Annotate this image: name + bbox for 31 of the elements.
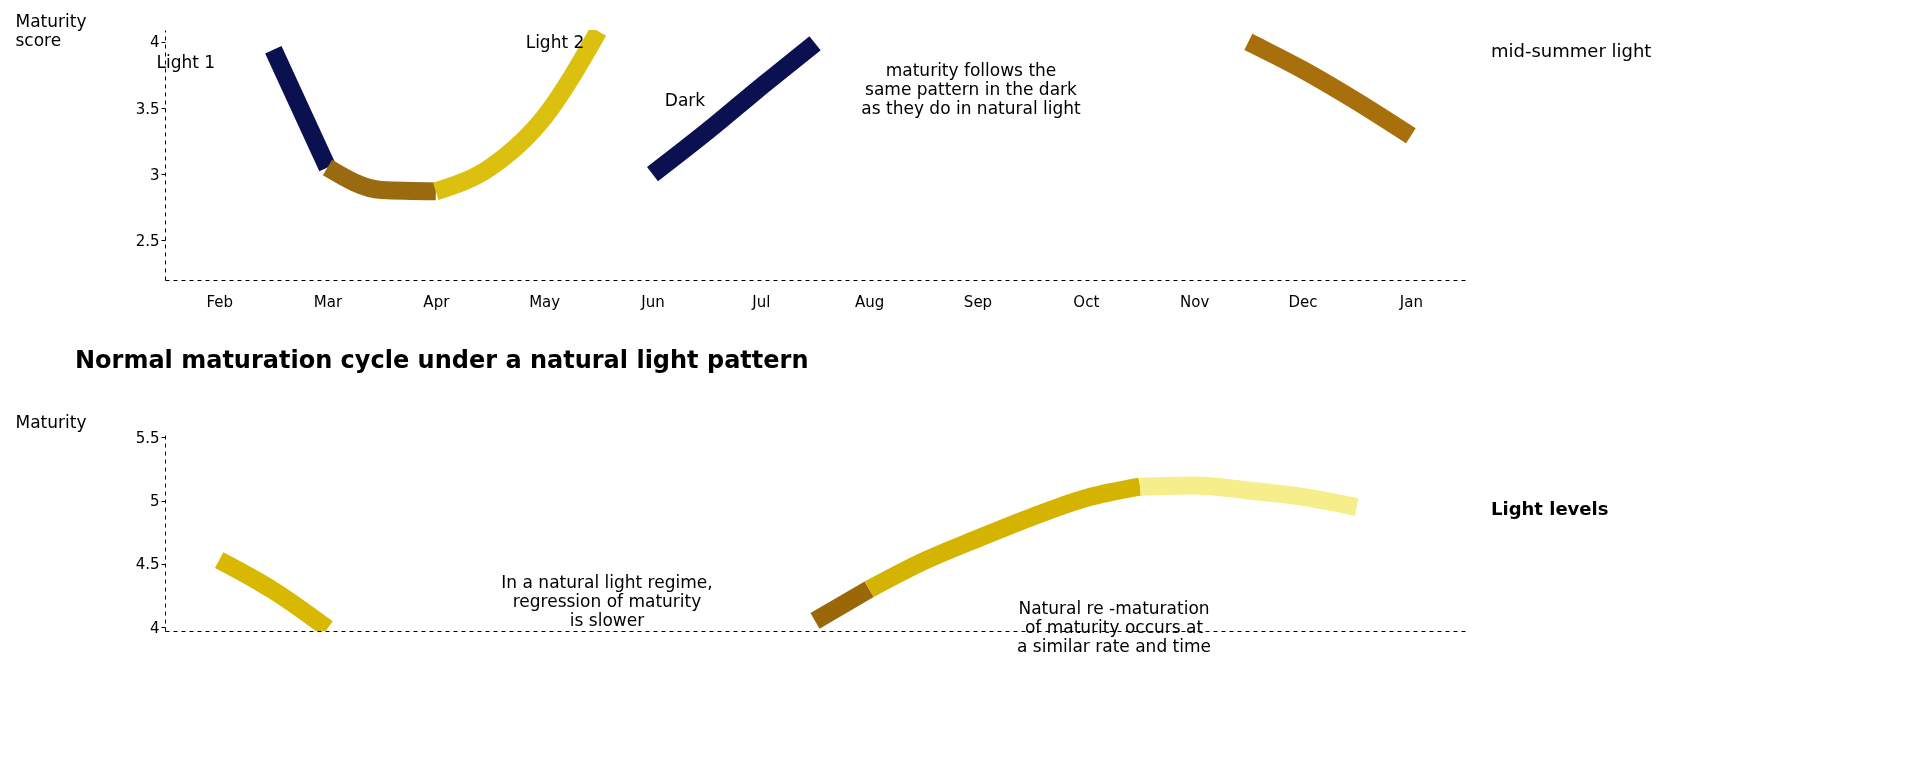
y-axis-title: Maturity [15,411,87,432]
x-tick-label: Dec [1288,292,1318,311]
x-tick-label: Oct [1073,292,1100,311]
annotation: Light 2 [525,32,585,52]
y-tick-label: 3.5 [135,99,160,118]
annotation: In a natural light regime, regression of maturity is slower [501,572,713,630]
y-tick-label: 5 [149,492,160,511]
x-tick-label: Feb [206,292,233,311]
y-tick-label: 4 [149,618,160,637]
x-tick-label: Nov [1180,292,1210,311]
x-tick-label: Aug [855,292,885,311]
text: Light levels [1491,498,1609,519]
text: mid-summer light [1491,39,1652,61]
annotation: maturity follows the same pattern in the dark as they do in natural light [861,59,1082,118]
annotation: Natural re -maturation of maturity occurs at a similar rate and time [1017,598,1211,656]
y-tick-label: 3 [149,165,160,184]
x-tick-label: Apr [423,292,451,311]
x-tick-label: May [529,292,561,311]
x-tick-label: Mar [313,292,343,311]
x-tick-label: Jun [640,292,665,311]
chart-title: Normal maturation cycle under a natural light pattern [75,346,809,374]
y-tick-label: 5.5 [135,428,160,447]
x-tick-label: Jan [1398,292,1423,311]
y-axis-title: Maturity score [15,10,87,50]
x-tick-label: Sep [963,292,993,311]
y-tick-label: 4.5 [135,555,160,574]
y-tick-label: 4 [149,33,160,52]
x-tick-label: Jul [751,292,771,311]
annotation: Dark [664,89,706,110]
annotation: Light 1 [156,52,216,72]
y-tick-label: 2.5 [135,231,160,250]
